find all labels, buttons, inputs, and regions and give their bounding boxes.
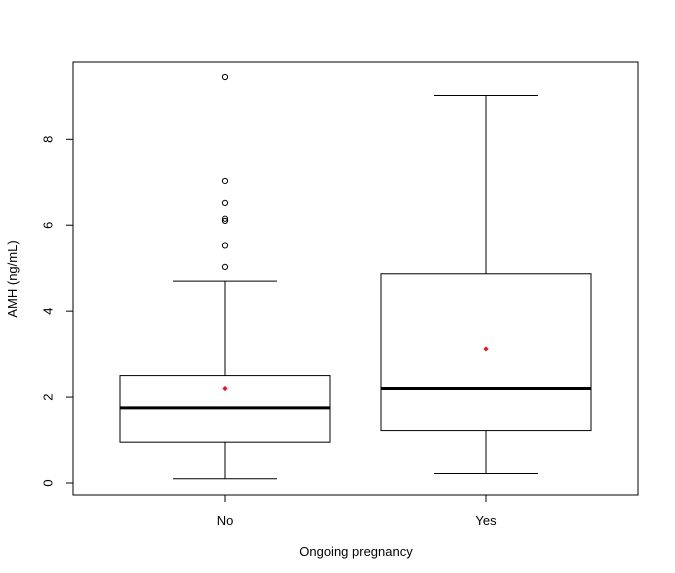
outlier-point [221,73,229,81]
iqr-box [380,273,592,432]
y-tick-label-2: 2 [41,393,56,400]
y-tick-label-8: 8 [41,136,56,143]
x-axis: No Yes [217,495,497,528]
plot-frame [72,61,639,496]
outlier-point [221,177,229,185]
x-axis-label: Ongoing pregnancy [299,544,413,559]
box-group-yes [380,94,592,475]
boxes [119,73,592,480]
y-tick-label-6: 6 [41,222,56,229]
x-tick-label-yes: Yes [475,513,497,528]
outlier-point [221,242,229,249]
outlier-point [221,199,229,206]
y-tick-label-0: 0 [41,479,56,486]
mean-marker [222,385,228,392]
y-axis: 0 2 4 6 8 [41,136,73,487]
box-group-no [119,73,331,480]
y-tick-label-4: 4 [41,308,56,315]
outlier-point [221,215,229,222]
y-axis-label: AMH (ng/mL) [5,240,20,317]
mean-marker [483,346,489,352]
outlier-point [221,217,229,225]
x-tick-label-no: No [217,513,234,528]
outlier-point [221,263,229,270]
